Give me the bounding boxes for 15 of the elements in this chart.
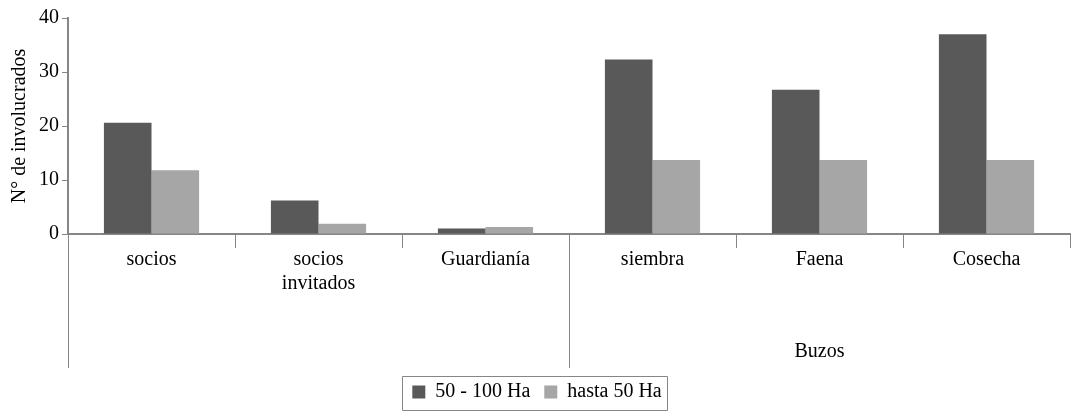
legend-label: 50 - 100 Ha: [435, 379, 531, 402]
x-tick-label: siembra: [620, 247, 685, 270]
text: Buzos: [794, 339, 845, 362]
y-tick-label: 30: [39, 59, 59, 82]
x-tick-label: Guardianía: [441, 247, 531, 270]
y-tick-label: 40: [39, 5, 59, 28]
x-tick-label: socios invitados: [281, 247, 356, 294]
y-tick-label: 0: [49, 221, 59, 244]
legend-label: hasta 50 Ha: [567, 379, 662, 402]
y-tick-label: 20: [39, 113, 59, 136]
x-tick-label: socios: [126, 247, 177, 270]
x-tick-label: Faena: [795, 247, 844, 270]
y-axis-title: N° de involucrados: [7, 48, 30, 204]
x-tick-label: Cosecha: [952, 247, 1021, 270]
y-tick-label: 10: [39, 167, 59, 190]
